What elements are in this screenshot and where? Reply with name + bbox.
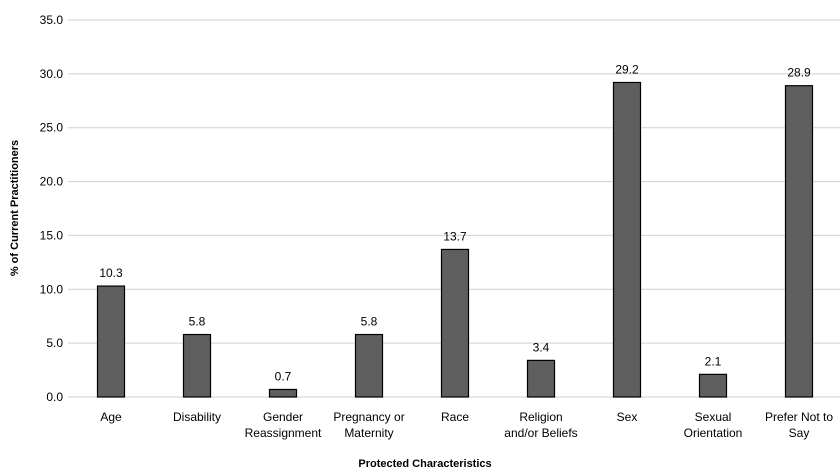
data-label: 3.4 [533, 340, 550, 354]
data-label: 2.1 [705, 354, 722, 368]
y-tick-label: 30.0 [40, 67, 64, 81]
bar [440, 248, 470, 398]
y-tick-label: 10.0 [40, 282, 64, 296]
bar [784, 85, 814, 398]
bar [354, 333, 384, 398]
y-tick-label: 20.0 [40, 175, 64, 189]
data-label: 29.2 [615, 62, 639, 76]
bar [612, 81, 642, 398]
bar [268, 388, 298, 398]
data-label: 10.3 [99, 266, 123, 280]
y-axis-ticks: 0.0 5.0 10.0 15.0 20.0 25.0 30.0 35.0 [40, 13, 64, 404]
bars [96, 81, 814, 398]
data-label: 5.8 [189, 315, 206, 329]
x-category-label: Disability [173, 410, 221, 424]
x-category-label: Prefer Not to Say [765, 410, 833, 440]
y-axis-title: % of Current Practitioners [9, 140, 21, 276]
x-category-label: Religion and/or Beliefs [504, 410, 577, 440]
bar [182, 333, 212, 398]
bar [96, 285, 126, 398]
y-tick-label: 15.0 [40, 228, 64, 242]
x-category-label: Pregnancy or Maternity [333, 410, 404, 440]
data-label: 5.8 [361, 315, 378, 329]
y-tick-label: 35.0 [40, 13, 64, 27]
bar [526, 359, 556, 398]
y-tick-label: 0.0 [46, 390, 63, 404]
x-category-label: Sex [617, 410, 638, 424]
data-label: 28.9 [787, 66, 811, 80]
x-category-label: Sexual Orientation [684, 410, 743, 440]
x-axis-title: Protected Characteristics [358, 458, 491, 470]
data-labels: 10.3 5.8 0.7 5.8 13.7 3.4 29.2 2.1 28.9 [99, 62, 811, 383]
y-tick-label: 25.0 [40, 121, 64, 135]
x-category-label: Race [441, 410, 469, 424]
x-axis-categories: Age Disability Gender Reassignment Pregnancy… [100, 410, 833, 440]
data-label: 0.7 [275, 369, 292, 383]
y-tick-label: 5.0 [46, 336, 63, 350]
x-category-label: Age [100, 410, 122, 424]
bar [698, 373, 728, 398]
data-label: 13.7 [443, 229, 467, 243]
x-category-label: Gender Reassignment [245, 410, 322, 440]
